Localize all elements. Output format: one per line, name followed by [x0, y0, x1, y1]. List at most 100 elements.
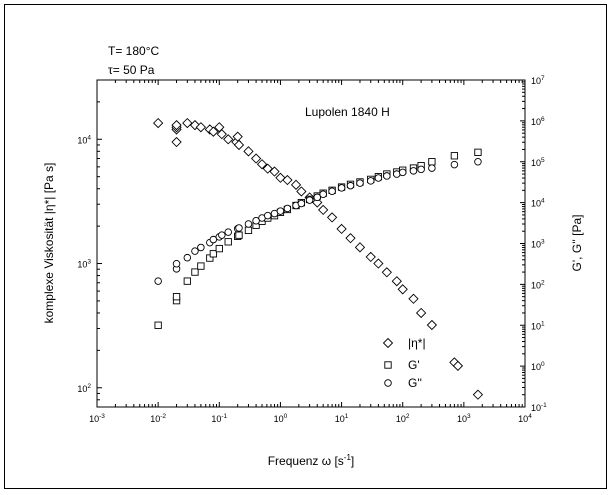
circle-point [224, 228, 232, 236]
legend-square-marker [384, 361, 392, 369]
y-left-axis-label: komplexe Viskosität |η*| [Pa s] [42, 163, 56, 324]
legend-diamond-marker [382, 337, 394, 349]
diamond-point [354, 242, 366, 253]
y-left-axis-ticks: 102 103 104 [77, 79, 102, 408]
diamond-point [452, 360, 464, 372]
y-right-axis-ticks: 10-1 100 101 102 103 104 105 106 107 [520, 75, 547, 413]
diamond-point [208, 126, 219, 137]
annotation-stress: τ= 50 Pa [108, 63, 155, 77]
circle-point [409, 167, 418, 175]
x-axis-label: Frequenz ω [s-1] [268, 453, 355, 468]
circle-point [398, 168, 407, 177]
diamond-point [269, 166, 280, 177]
y-right-tick-label: 107 [531, 75, 545, 86]
diamond-point [290, 179, 302, 190]
y-right-tick-label: 100 [531, 361, 545, 372]
annotation-temperature: T= 180°C [108, 44, 159, 58]
diamond-point [373, 258, 384, 269]
plot-area [96, 79, 526, 408]
diamond-point [326, 212, 338, 223]
circle-point [428, 164, 436, 172]
square-point [224, 238, 232, 246]
circle-point [297, 199, 306, 208]
circle-point [319, 190, 327, 199]
diamond-point [216, 128, 227, 140]
circle-point [313, 193, 321, 202]
y-right-tick-label: 106 [531, 116, 545, 127]
legend-label: G' [408, 358, 420, 372]
circle-point [305, 196, 314, 204]
square-point [235, 231, 243, 239]
x-axis-label-exp: -1 [344, 453, 352, 462]
square-point [197, 262, 205, 270]
circle-point [191, 247, 199, 255]
diamond-point [336, 223, 347, 235]
y-right-tick-label: 103 [531, 239, 545, 250]
x-tick-label: 10-1 [211, 413, 227, 424]
y-left-tick-label: 102 [77, 383, 91, 394]
square-point [172, 293, 181, 301]
square-point [154, 321, 162, 329]
diamond-point [233, 139, 245, 151]
circle-point [252, 217, 260, 225]
square-point [474, 148, 482, 156]
x-tick-label: 104 [518, 413, 532, 424]
diamond-point [243, 146, 254, 157]
legend-label: |η*| [408, 336, 426, 350]
y-left-tick-label: 104 [77, 134, 91, 145]
x-axis-ticks: 10-3 10-2 10-1 100 101 102 103 104 [89, 80, 532, 424]
y-right-tick-label: 102 [531, 279, 545, 290]
x-tick-label: 103 [457, 413, 471, 424]
diamond-point [472, 389, 484, 400]
circle-point [197, 243, 205, 252]
y-right-tick-label: 105 [531, 157, 545, 168]
x-tick-label: 10-3 [89, 413, 105, 424]
x-axis-label-base: Frequenz ω [s [268, 454, 344, 468]
diamond-point [296, 186, 307, 197]
diamond-point [426, 319, 438, 331]
circle-point [366, 177, 375, 185]
circle-point [172, 259, 181, 268]
circle-point [346, 181, 355, 190]
x-axis-label-tail: ] [351, 454, 354, 468]
y-right-tick-label: 101 [531, 320, 545, 331]
circle-point [276, 207, 285, 215]
circle-point [328, 187, 336, 195]
diamond-point [397, 284, 408, 295]
circle-point [218, 231, 226, 239]
series-square-points [154, 148, 482, 329]
circle-point [450, 160, 459, 169]
diamond-point [223, 134, 234, 145]
annotation-sample: Lupolen 1840 H [305, 105, 390, 119]
circle-point [183, 253, 192, 262]
diamond-point [171, 119, 182, 131]
diamond-point [365, 251, 376, 263]
y-left-tick-label: 103 [77, 259, 91, 270]
x-tick-label: 100 [274, 413, 288, 424]
diamond-point [415, 307, 427, 319]
y-right-tick-label: 10-1 [531, 402, 547, 413]
square-point [450, 152, 459, 160]
square-point [183, 277, 191, 285]
diamond-point [256, 159, 268, 170]
chart-marks [153, 117, 484, 400]
diamond-point [381, 267, 392, 278]
chart-frame [4, 4, 607, 489]
x-tick-label: 101 [335, 413, 349, 424]
diamond-point [195, 122, 207, 133]
circle-point [263, 211, 272, 220]
square-point [215, 244, 223, 253]
legend: |η*| G' G'' [382, 336, 426, 390]
circle-point [474, 157, 482, 166]
square-point [244, 226, 253, 234]
circle-point [383, 172, 391, 180]
series-circle-points [154, 157, 482, 285]
x-tick-label: 102 [396, 413, 410, 424]
circle-point [244, 220, 253, 228]
legend-label: G'' [408, 376, 422, 390]
y-right-tick-label: 104 [531, 198, 545, 209]
circle-point [283, 204, 292, 213]
diamond-point [318, 204, 329, 216]
series-diamond-points [153, 117, 484, 400]
square-point [209, 250, 218, 258]
